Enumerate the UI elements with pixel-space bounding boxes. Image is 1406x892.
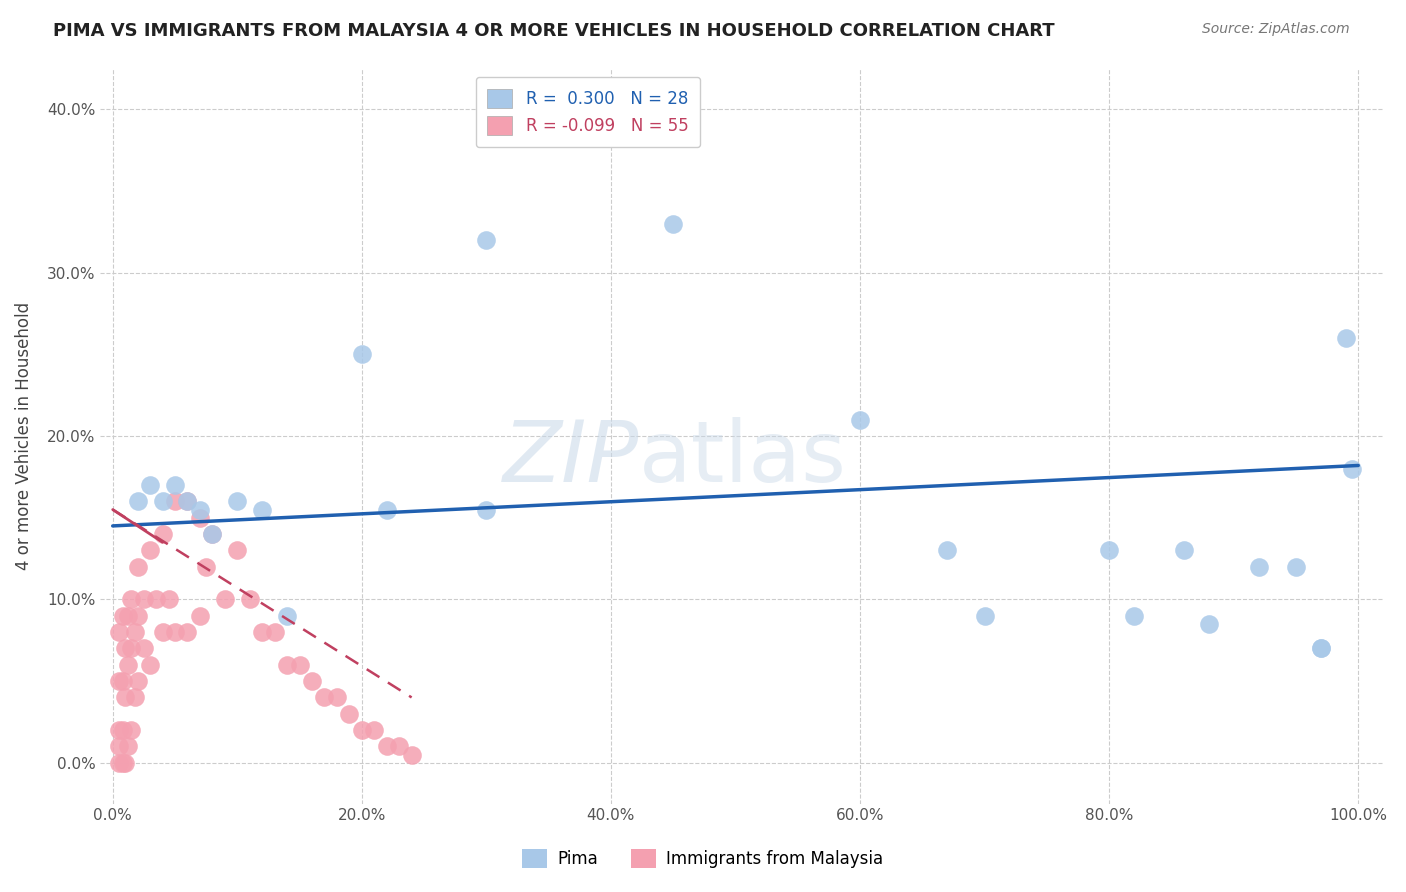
Point (124, 625, 146, 640)
Point (188, 510, 211, 524)
Point (350, 347, 373, 361)
Point (301, 674, 323, 689)
Point (114, 641, 136, 656)
Point (973, 608, 995, 623)
Point (120, 641, 142, 656)
Point (108, 723, 131, 738)
Point (152, 494, 174, 508)
Point (163, 494, 186, 508)
Point (117, 739, 139, 754)
Point (108, 674, 131, 689)
Point (176, 625, 198, 640)
Point (250, 625, 273, 640)
Point (201, 527, 224, 541)
Point (188, 502, 211, 516)
Point (176, 494, 198, 508)
Point (108, 756, 131, 770)
Point (226, 543, 249, 558)
Point (111, 756, 134, 770)
Point (401, 747, 423, 762)
Point (276, 608, 298, 623)
Point (1341, 461, 1364, 475)
Point (1285, 559, 1308, 574)
Point (214, 592, 236, 607)
Point (120, 723, 142, 738)
Point (250, 502, 273, 516)
Point (350, 723, 373, 738)
Point (111, 723, 134, 738)
Point (114, 690, 136, 705)
Point (226, 494, 249, 508)
Point (163, 625, 186, 640)
Point (117, 657, 139, 672)
Point (145, 592, 167, 607)
Point (201, 527, 224, 541)
Point (375, 502, 398, 516)
Point (1247, 559, 1270, 574)
Point (326, 690, 349, 705)
Point (1123, 608, 1146, 623)
Legend: R =  0.300   N = 28, R = -0.099   N = 55: R = 0.300 N = 28, R = -0.099 N = 55 (475, 77, 700, 147)
Point (117, 608, 139, 623)
Point (363, 723, 385, 738)
Point (108, 739, 131, 754)
Point (662, 217, 685, 231)
Text: atlas: atlas (640, 417, 846, 500)
Point (1198, 616, 1220, 631)
Point (195, 559, 218, 574)
Point (263, 625, 285, 640)
Point (111, 674, 134, 689)
Point (124, 690, 146, 705)
Point (127, 674, 149, 689)
Point (388, 739, 411, 754)
Point (114, 756, 136, 770)
Text: PIMA VS IMMIGRANTS FROM MALAYSIA 4 OR MORE VEHICLES IN HOUSEHOLD CORRELATION CHA: PIMA VS IMMIGRANTS FROM MALAYSIA 4 OR MO… (53, 22, 1054, 40)
Point (314, 690, 336, 705)
Point (475, 233, 498, 247)
Point (139, 543, 162, 558)
Point (849, 413, 872, 427)
Point (188, 608, 211, 623)
Point (1173, 543, 1195, 558)
Point (475, 502, 498, 516)
Legend: Pima, Immigrants from Malaysia: Pima, Immigrants from Malaysia (516, 842, 890, 875)
Text: Source: ZipAtlas.com: Source: ZipAtlas.com (1202, 22, 1350, 37)
Point (152, 527, 174, 541)
Point (375, 739, 398, 754)
Point (139, 657, 162, 672)
Point (132, 641, 155, 656)
Point (139, 478, 162, 492)
Point (163, 478, 186, 492)
Point (132, 592, 155, 607)
Point (127, 608, 149, 623)
Point (337, 706, 360, 721)
Point (239, 592, 262, 607)
Point (108, 625, 131, 640)
Point (288, 657, 311, 672)
Point (1334, 331, 1357, 345)
Point (152, 625, 174, 640)
Point (120, 592, 142, 607)
Y-axis label: 4 or more Vehicles in Household: 4 or more Vehicles in Household (15, 302, 32, 570)
Point (111, 608, 134, 623)
Point (157, 592, 180, 607)
Text: ZIP: ZIP (503, 417, 640, 500)
Point (127, 494, 149, 508)
Point (1309, 641, 1331, 656)
Point (127, 559, 149, 574)
Point (1098, 543, 1121, 558)
Point (176, 494, 198, 508)
Point (1309, 641, 1331, 656)
Point (936, 543, 959, 558)
Point (276, 657, 298, 672)
